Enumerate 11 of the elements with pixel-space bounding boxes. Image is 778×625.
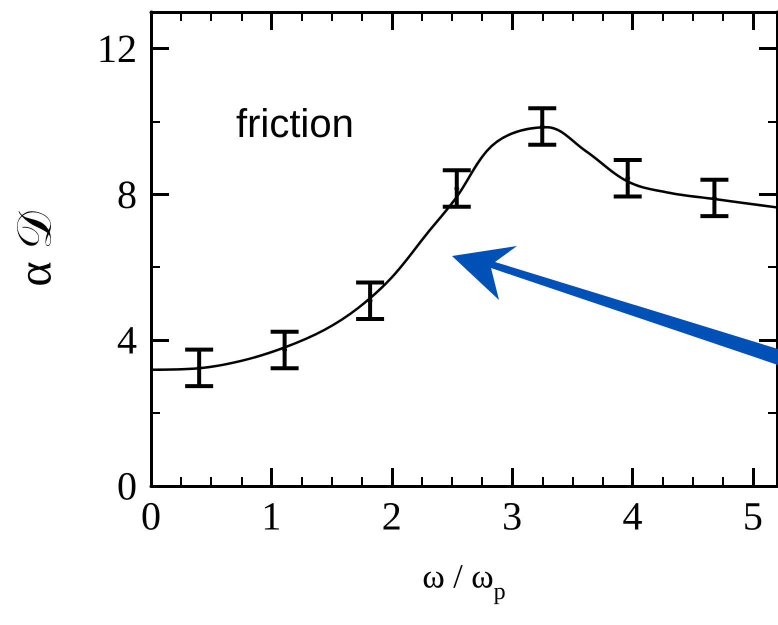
y-tick-label: 12 [97, 26, 137, 71]
x-tick-label: 2 [382, 494, 402, 538]
annotation: friction [236, 102, 354, 146]
x-tick-label: 1 [261, 494, 282, 538]
y-tick-label: 0 [117, 464, 137, 508]
y-tick-label: 4 [117, 318, 137, 363]
y-tick-label: 8 [117, 172, 137, 217]
y-axis-title: α 𝒟 [8, 210, 62, 287]
x-tick-label: 5 [742, 494, 763, 538]
x-tick-label: 3 [502, 494, 522, 538]
x-tick-label: 4 [622, 494, 643, 538]
